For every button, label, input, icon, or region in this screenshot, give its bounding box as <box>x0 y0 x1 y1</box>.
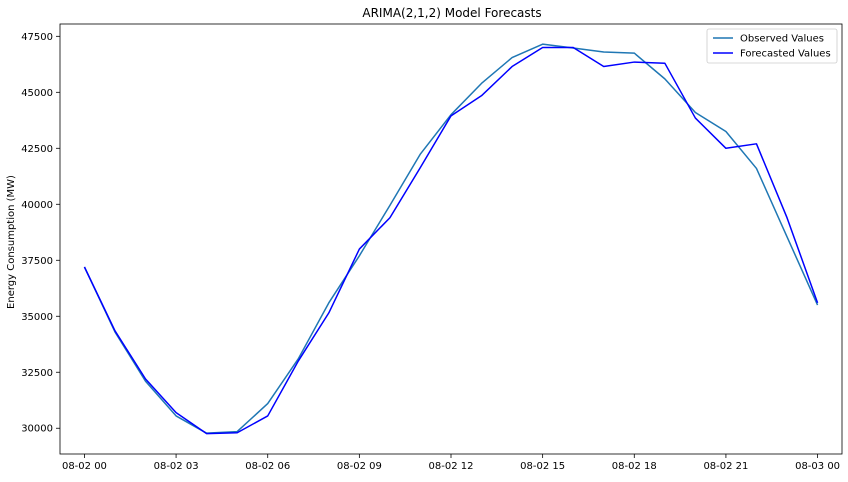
y-tick-label: 40000 <box>21 200 53 211</box>
x-tick-label: 08-02 09 <box>337 461 382 472</box>
y-tick-label: 42500 <box>21 144 53 155</box>
x-axis: 08-02 00 08-02 03 08-02 06 08-02 09 08-02 12… <box>62 454 840 472</box>
y-axis-label: Energy Consumption (MW) <box>6 175 17 309</box>
y-tick-label: 47500 <box>21 32 53 43</box>
y-tick-label: 45000 <box>21 88 53 99</box>
y-tick-label: 30000 <box>21 424 53 435</box>
y-tick-label: 35000 <box>21 312 53 323</box>
plot-area <box>59 23 843 455</box>
chart-title: ARIMA(2,1,2) Model Forecasts <box>362 6 541 20</box>
x-tick-label: 08-03 00 <box>795 461 840 472</box>
legend-label: Forecasted Values <box>740 49 831 60</box>
x-tick-label: 08-02 21 <box>703 461 748 472</box>
y-tick-label: 32500 <box>21 368 53 379</box>
x-tick-label: 08-02 06 <box>245 461 290 472</box>
x-tick-label: 08-02 03 <box>154 461 199 472</box>
y-axis: 30000 32500 35000 37500 40000 42500 45000 47500 <box>21 32 60 435</box>
legend: Observed Values Forecasted Values <box>706 28 838 64</box>
x-tick-label: 08-02 00 <box>62 461 107 472</box>
series-lines <box>83 43 819 435</box>
x-tick-label: 08-02 18 <box>612 461 657 472</box>
legend-box <box>706 28 838 64</box>
y-tick-label: 37500 <box>21 256 53 267</box>
plot-frame <box>59 23 843 455</box>
series-line-observed <box>83 43 819 434</box>
x-tick-label: 08-02 12 <box>429 461 474 472</box>
x-tick-label: 08-02 15 <box>520 461 565 472</box>
series-line-forecasted <box>83 46 819 435</box>
legend-label: Observed Values <box>740 34 824 45</box>
